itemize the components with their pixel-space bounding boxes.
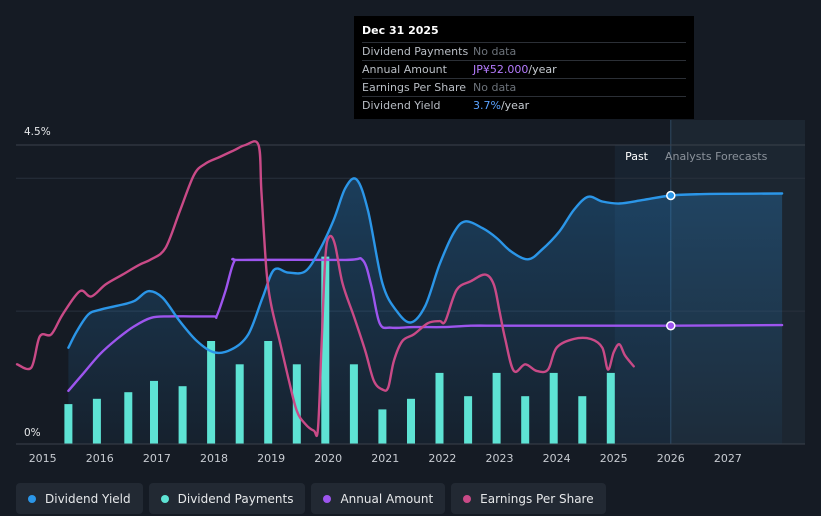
tooltip-row-dividend-payments: Dividend Payments No data (362, 42, 686, 60)
legend-dot-icon (28, 494, 36, 503)
legend-dividend-yield[interactable]: Dividend Yield (16, 483, 143, 514)
tooltip-value: No data (473, 81, 517, 94)
tooltip-label: Dividend Payments (362, 45, 469, 58)
forecast-region-label: Analysts Forecasts (665, 150, 768, 163)
dividend-payment-bar (435, 372, 444, 444)
dividend-payment-bar (349, 364, 358, 444)
tooltip-label: Earnings Per Share (362, 81, 467, 94)
x-tick-label: 2020 (314, 452, 342, 465)
y-tick-label-max: 4.5% (24, 126, 51, 138)
x-tick-label: 2023 (485, 452, 513, 465)
legend-annual-amount[interactable]: Annual Amount (311, 483, 446, 514)
past-region-label: Past (625, 150, 649, 163)
dividend-payment-bar (264, 341, 273, 444)
dividend-payment-bar (150, 380, 158, 444)
dividend-payment-bar (92, 398, 101, 444)
x-tick-label: 2018 (200, 452, 228, 465)
legend-dividend-payments[interactable]: Dividend Payments (148, 483, 306, 514)
tooltip-value: 3.7% (473, 99, 501, 112)
legend-dot-icon (463, 494, 472, 503)
tooltip-label: Annual Amount (362, 63, 447, 76)
dividend-payment-bar (124, 392, 133, 444)
dividend-payment-bar (235, 364, 244, 444)
dividend-payment-bar (378, 409, 387, 444)
tooltip-unit: /year (528, 63, 557, 76)
tooltip-row-annual-amount: Annual Amount JP¥52.000/year (362, 60, 686, 78)
legend-dot-icon (323, 494, 332, 503)
tooltip-value: No data (473, 45, 517, 58)
x-tick-label: 2022 (428, 452, 456, 465)
x-tick-label: 2016 (86, 452, 114, 465)
y-tick-label-min: 0% (24, 427, 41, 439)
dividend-payment-bar (521, 396, 530, 444)
x-tick-label: 2015 (29, 452, 57, 465)
tooltip-value: JP¥52.000 (473, 63, 529, 76)
dividend-payment-bar (64, 404, 73, 444)
legend-label: Dividend Yield (45, 491, 131, 506)
dividend-yield-area (68, 178, 783, 445)
tooltip-date: Dec 31 2025 (362, 24, 439, 37)
tooltip-row-dividend-yield: Dividend Yield 3.7%/year (362, 96, 686, 114)
data-tooltip: Dec 31 2025 Dividend Payments No data An… (354, 16, 694, 119)
x-tick-label: 2019 (257, 452, 285, 465)
dividend-payment-bar (606, 372, 615, 444)
x-tick-label: 2017 (143, 452, 171, 465)
chart-legend: Dividend Yield Dividend Payments Annual … (16, 483, 606, 515)
dividend-payment-bar (549, 372, 558, 444)
legend-label: Dividend Payments (177, 491, 294, 506)
legend-dot-icon (160, 494, 169, 503)
x-tick-label: 2027 (714, 452, 742, 465)
yield-line (67, 177, 784, 355)
dividend-payment-bar (321, 256, 330, 444)
dividend-payment-bar (492, 372, 501, 444)
dividend-payment-bar (207, 341, 216, 444)
tooltip-unit: /year (500, 99, 530, 112)
x-tick-label: 2025 (600, 452, 628, 465)
legend-earnings-per-share[interactable]: Earnings Per Share (451, 483, 606, 514)
x-tick-label: 2024 (543, 452, 571, 465)
x-tick-label: 2021 (371, 452, 399, 465)
dividend-payment-bar (407, 398, 415, 444)
tooltip-label: Dividend Yield (362, 99, 441, 112)
eps-line (15, 140, 635, 438)
tooltip-row-earnings-per-share: Earnings Per Share No data (362, 78, 686, 96)
annual-line (67, 256, 784, 392)
dividend-payment-bar (578, 396, 587, 444)
legend-label: Earnings Per Share (480, 491, 594, 506)
dividend-payment-bar (292, 364, 301, 444)
legend-label: Annual Amount (340, 491, 434, 506)
dividend-payment-bar (464, 396, 473, 444)
annual-marker (666, 320, 676, 331)
x-tick-label: 2026 (657, 452, 685, 465)
yield-marker (666, 190, 676, 201)
dividend-payment-bar (178, 386, 187, 444)
